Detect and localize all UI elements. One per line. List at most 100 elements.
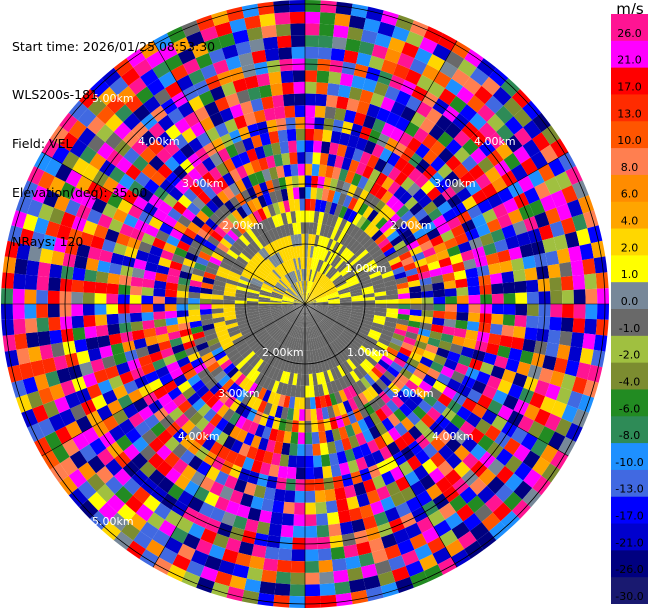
velocity-gate [305, 233, 309, 246]
velocity-gate [444, 469, 462, 486]
velocity-gate [212, 284, 225, 292]
velocity-gate [257, 194, 268, 208]
velocity-gate [432, 289, 446, 298]
velocity-gate [305, 549, 319, 562]
velocity-gate [126, 540, 146, 559]
velocity-gate [144, 414, 160, 430]
velocity-gate [438, 147, 454, 164]
velocity-gate [337, 402, 347, 416]
velocity-gate [337, 192, 347, 206]
velocity-gate [294, 304, 305, 309]
velocity-gate [179, 158, 195, 174]
velocity-gate [217, 266, 231, 275]
velocity-gate [525, 315, 539, 329]
velocity-gate [490, 228, 506, 243]
velocity-gate [471, 349, 486, 362]
velocity-gate [284, 490, 296, 503]
velocity-gate [316, 296, 328, 301]
velocity-gate [263, 107, 276, 121]
velocity-gate [235, 293, 248, 298]
velocity-gate [174, 117, 191, 134]
velocity-gate [44, 157, 62, 177]
velocity-gate [330, 546, 346, 560]
velocity-gate [386, 230, 400, 243]
velocity-gate [280, 188, 289, 202]
velocity-gate [372, 282, 386, 290]
velocity-gate [235, 289, 248, 295]
velocity-gate [148, 399, 164, 414]
velocity-gate [76, 243, 91, 258]
velocity-gate [445, 138, 463, 156]
velocity-gate [264, 364, 274, 377]
velocity-gate [418, 214, 433, 228]
velocity-gate [507, 208, 524, 225]
velocity-gate [560, 373, 577, 391]
velocity-gate [44, 431, 62, 451]
velocity-gate [436, 347, 450, 359]
velocity-gate [527, 420, 545, 439]
velocity-gate [188, 522, 206, 539]
velocity-gate [374, 233, 387, 246]
velocity-gate [290, 361, 296, 374]
velocity-gate [532, 112, 551, 133]
velocity-gate [177, 380, 192, 394]
velocity-gate [328, 343, 337, 355]
velocity-gate [24, 274, 38, 290]
velocity-gate [105, 113, 124, 132]
velocity-gate [253, 109, 267, 124]
velocity-gate [258, 305, 271, 309]
velocity-gate [523, 403, 540, 421]
velocity-gate [306, 280, 310, 293]
velocity-gate [261, 498, 274, 512]
velocity-gate [441, 407, 457, 422]
velocity-gate [50, 125, 69, 145]
velocity-gate [560, 217, 577, 235]
velocity-gate [238, 322, 251, 330]
velocity-gate [309, 282, 315, 294]
velocity-gate [351, 173, 363, 187]
velocity-gate [456, 304, 469, 313]
velocity-gate [312, 325, 318, 338]
velocity-gate [179, 143, 195, 159]
velocity-gate [55, 163, 73, 182]
velocity-gate [209, 506, 226, 523]
velocity-gate [451, 521, 470, 540]
velocity-gate [338, 311, 351, 317]
velocity-gate [285, 478, 296, 491]
velocity-gate [440, 365, 455, 379]
velocity-gate [242, 268, 255, 278]
velocity-gate [99, 249, 113, 263]
velocity-gate [273, 330, 283, 341]
velocity-gate [437, 460, 454, 477]
velocity-gate [262, 36, 279, 50]
velocity-gate [279, 333, 288, 345]
velocity-gate [324, 345, 332, 358]
velocity-gate [290, 337, 296, 350]
velocity-gate [256, 235, 267, 248]
velocity-gate [404, 522, 422, 539]
velocity-gate [118, 313, 131, 324]
velocity-gate [368, 55, 385, 71]
velocity-gate [271, 142, 282, 156]
velocity-gate [467, 285, 481, 296]
velocity-gate [160, 249, 174, 261]
velocity-gate [270, 298, 282, 302]
velocity-gate [268, 272, 279, 282]
velocity-gate [390, 235, 404, 247]
velocity-gate [96, 483, 115, 503]
ring-label: 5.00km [92, 92, 134, 105]
velocity-gate [426, 107, 443, 125]
velocity-gate [319, 571, 335, 585]
velocity-gate [305, 304, 317, 307]
velocity-gate [301, 362, 305, 375]
velocity-gate [190, 239, 204, 251]
velocity-gate [211, 251, 224, 262]
velocity-gate [273, 288, 285, 295]
velocity-gate [293, 283, 300, 294]
velocity-gate [223, 291, 236, 297]
velocity-gate [314, 291, 326, 299]
velocity-gate [211, 294, 224, 300]
velocity-gate [215, 431, 229, 446]
velocity-gate [327, 83, 340, 97]
velocity-gate [214, 21, 233, 38]
